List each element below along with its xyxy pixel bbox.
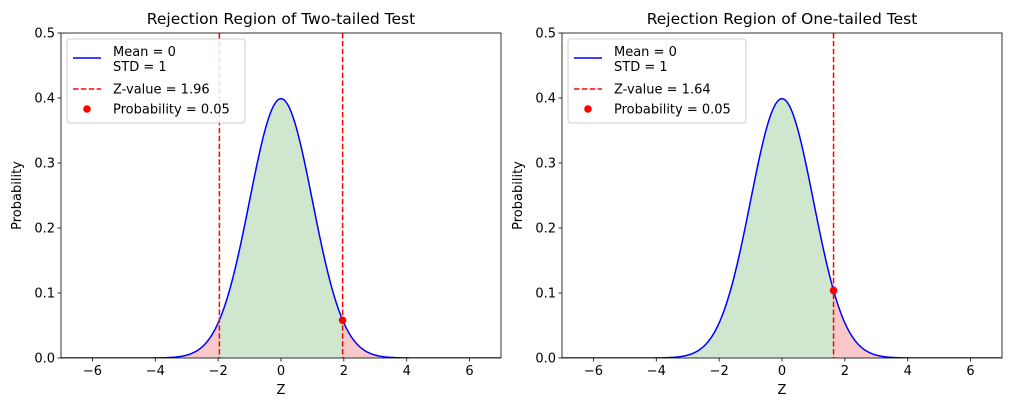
y-tick-label: 0.2 (535, 222, 556, 237)
legend-marker-label: Probability = 0.05 (113, 103, 230, 118)
x-axis-label: Z (277, 383, 286, 398)
y-tick-label: 0.4 (34, 92, 55, 107)
x-tick-label: 0 (778, 364, 786, 379)
x-tick-label: 4 (403, 364, 411, 379)
legend-zline-label: Z-value = 1.96 (113, 83, 210, 98)
legend-curve-label-std: STD = 1 (614, 60, 668, 75)
x-tick-label: 4 (904, 364, 912, 379)
legend-curve-label-mean: Mean = 0 (113, 45, 176, 60)
legend-marker-swatch (83, 105, 91, 113)
x-tick-label: 2 (340, 364, 348, 379)
y-tick-label: 0.5 (34, 27, 55, 42)
legend-marker-swatch (584, 105, 592, 113)
rejection-region-right (833, 290, 1002, 358)
y-tick-label: 0.1 (535, 287, 556, 302)
probability-marker (338, 316, 347, 325)
x-tick-label: −4 (146, 364, 165, 379)
y-tick-label: 0.4 (535, 92, 556, 107)
chart-panel-2: −6 −4 −2 0 2 4 6 0.0 0.1 0.2 0.3 0.4 0.5 Z Probability… (511, 10, 1003, 398)
chart-title: Rejection Region of One-tailed Test (647, 10, 918, 28)
chart-panel-1: −6 −4 −2 0 2 4 6 0.0 0.1 0.2 0.3 0.4 0.5 Z Probability… (10, 10, 502, 398)
y-axis-label: Probability (10, 161, 25, 230)
y-tick-label: 0.0 (34, 352, 55, 367)
y-tick-label: 0.3 (34, 157, 55, 172)
y-tick-label: 0.3 (535, 157, 556, 172)
legend-box (567, 38, 747, 124)
x-tick-label: 6 (966, 364, 974, 379)
x-tick-label: −2 (209, 364, 228, 379)
chart-title: Rejection Region of Two-tailed Test (147, 10, 415, 28)
legend-zline-label: Z-value = 1.64 (614, 83, 711, 98)
legend-box (66, 38, 246, 124)
y-tick-label: 0.2 (34, 222, 55, 237)
x-tick-label: −6 (83, 364, 102, 379)
x-tick-label: −2 (710, 364, 729, 379)
probability-marker (829, 286, 838, 295)
y-tick-label: 0.0 (535, 352, 556, 367)
y-axis-label: Probability (511, 161, 526, 230)
legend-marker-label: Probability = 0.05 (614, 103, 731, 118)
y-tick-label: 0.1 (34, 287, 55, 302)
rejection-region-right (342, 320, 501, 358)
x-tick-label: −6 (584, 364, 603, 379)
legend-curve-label-std: STD = 1 (113, 60, 167, 75)
acceptance-region (562, 98, 834, 358)
rejection-region-left (61, 320, 220, 358)
legend-curve-label-mean: Mean = 0 (614, 45, 677, 60)
x-tick-label: 2 (841, 364, 849, 379)
x-axis-label: Z (778, 383, 787, 398)
acceptance-region (219, 98, 343, 358)
x-tick-label: −4 (647, 364, 666, 379)
y-tick-label: 0.5 (535, 27, 556, 42)
x-tick-label: 0 (277, 364, 285, 379)
x-tick-label: 6 (465, 364, 473, 379)
